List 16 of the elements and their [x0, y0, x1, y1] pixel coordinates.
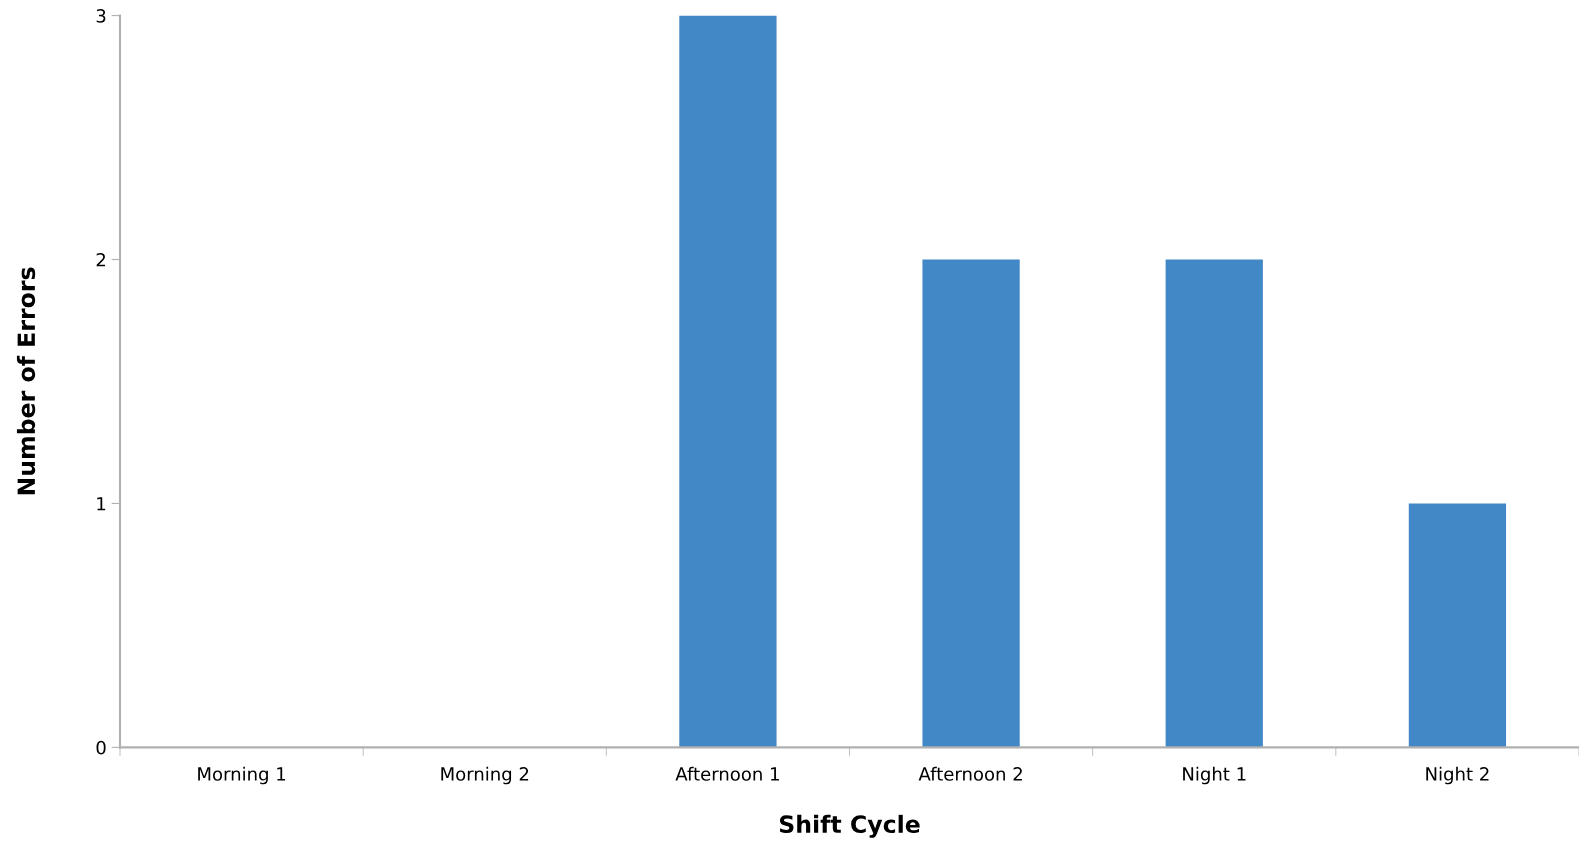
x-axis-title: Shift Cycle: [779, 814, 920, 838]
x-tick-label: Night 2: [1426, 766, 1489, 785]
y-tick-label: 0: [96, 740, 106, 755]
x-tick-label: Afternoon 2: [918, 766, 1022, 781]
y-tick-label: 1: [97, 497, 106, 511]
bar: [679, 15, 777, 748]
bar: [1165, 259, 1263, 748]
bar: [1408, 503, 1507, 748]
y-tick-label: 2: [96, 252, 105, 267]
x-tick-label: Night 1: [1183, 766, 1246, 785]
bar: [922, 259, 1020, 748]
x-tick-label: Morning 1: [198, 766, 286, 785]
y-tick-label: 3: [96, 9, 106, 23]
x-tick-label: Morning 2: [441, 766, 529, 785]
y-axis-title: Number of Errors: [16, 267, 36, 495]
x-tick-label: Afternoon 1: [675, 766, 779, 781]
